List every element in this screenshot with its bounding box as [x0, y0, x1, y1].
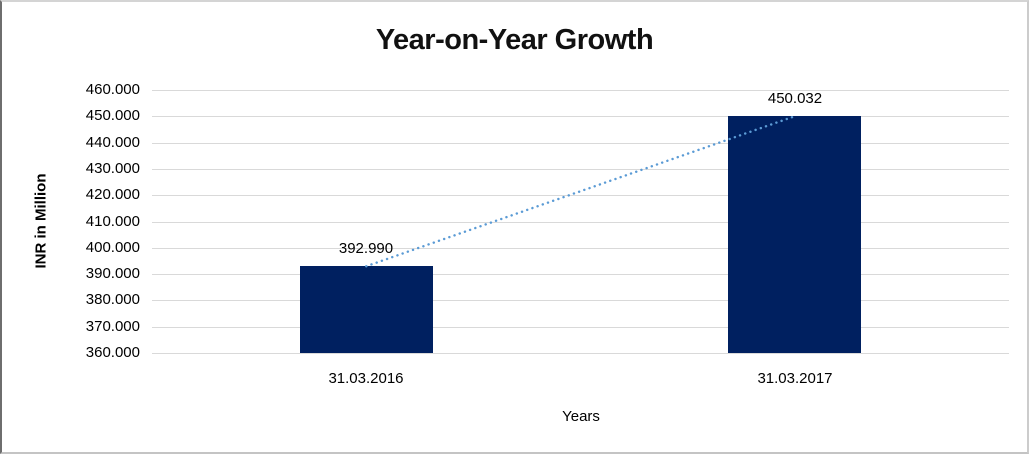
gridline — [152, 300, 1009, 301]
gridline — [152, 248, 1009, 249]
x-tick-label: 31.03.2016 — [328, 370, 404, 387]
bar-31.03.2017 — [728, 116, 861, 353]
y-tick-label: 410.000 — [85, 213, 140, 230]
x-axis-title: Years — [562, 408, 600, 425]
y-tick-label: 460.000 — [85, 81, 140, 98]
gridline — [152, 353, 1009, 354]
data-label: 450.032 — [767, 90, 823, 107]
y-tick-label: 420.000 — [85, 186, 140, 203]
gridline — [152, 274, 1009, 275]
gridline — [152, 90, 1009, 91]
y-tick-label: 440.000 — [85, 134, 140, 151]
bar-31.03.2016 — [300, 266, 433, 353]
y-tick-label: 400.000 — [85, 239, 140, 256]
y-tick-label: 430.000 — [85, 160, 140, 177]
data-label: 392.990 — [338, 240, 394, 257]
gridline — [152, 169, 1009, 170]
y-tick-label: 390.000 — [85, 265, 140, 282]
x-tick-label: 31.03.2017 — [757, 370, 833, 387]
gridline — [152, 195, 1009, 196]
gridline — [152, 222, 1009, 223]
gridline — [152, 327, 1009, 328]
y-tick-label: 360.000 — [85, 344, 140, 361]
y-tick-label: 450.000 — [85, 107, 140, 124]
gridline — [152, 143, 1009, 144]
chart-title: Year-on-Year Growth — [375, 24, 654, 56]
y-tick-label: 380.000 — [85, 291, 140, 308]
y-tick-label: 370.000 — [85, 318, 140, 335]
gridline — [152, 116, 1009, 117]
